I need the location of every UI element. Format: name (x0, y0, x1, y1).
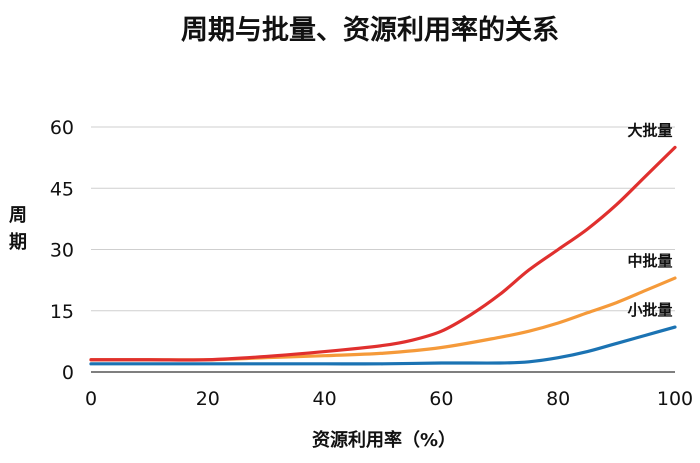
y-tick-label: 45 (50, 178, 74, 200)
series-line (89, 276, 677, 362)
x-tick-label: 60 (429, 388, 453, 410)
x-tick-label: 80 (546, 388, 570, 410)
y-tick-label: 0 (62, 362, 74, 384)
y-tick-label: 15 (50, 301, 74, 323)
x-axis-label: 资源利用率（%） (312, 429, 456, 451)
y-tick-label: 60 (50, 117, 74, 139)
x-tick-label: 20 (196, 388, 220, 410)
chart-title: 周期与批量、资源利用率的关系 (181, 14, 559, 46)
series-lines (89, 145, 677, 366)
series-label: 小批量 (627, 301, 672, 319)
x-tick-label: 0 (85, 388, 97, 410)
x-tick-labels: 0 20 40 60 80 100 (85, 388, 693, 410)
series-label: 大批量 (627, 121, 672, 139)
series-line (89, 145, 677, 362)
series-label: 中批量 (627, 252, 672, 270)
series-line (89, 325, 677, 366)
grid-lines (91, 126, 675, 312)
x-tick-label: 100 (657, 388, 693, 410)
y-axis-label: 周期 (9, 205, 27, 253)
y-tick-label: 30 (50, 240, 74, 262)
y-tick-labels: 0 15 30 45 60 (50, 117, 74, 384)
x-tick-label: 40 (313, 388, 337, 410)
